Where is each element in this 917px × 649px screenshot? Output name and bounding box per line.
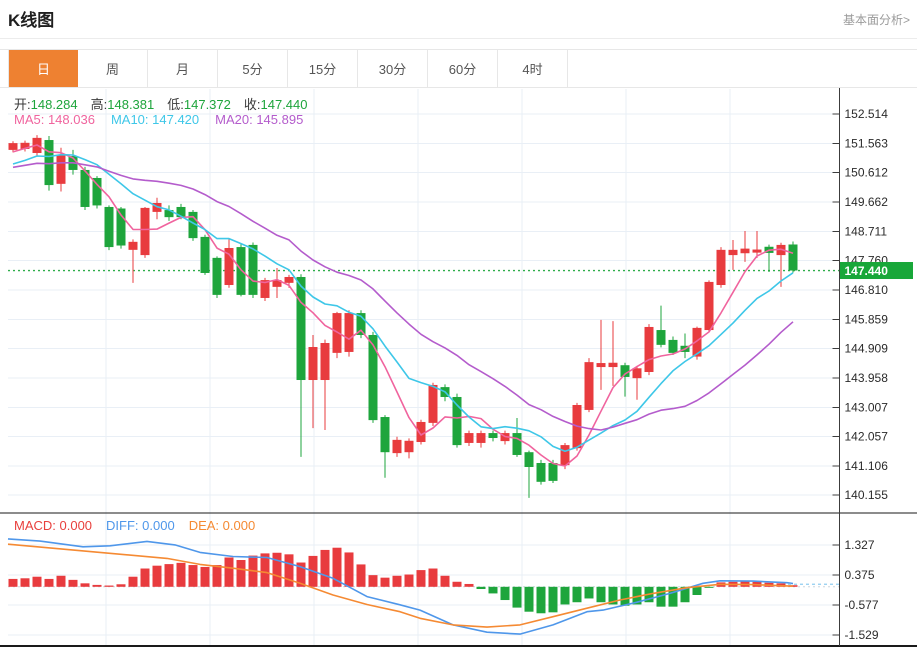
svg-text:149.662: 149.662 — [845, 195, 889, 209]
tab-4时[interactable]: 4时 — [498, 50, 568, 87]
svg-text:145.859: 145.859 — [845, 312, 889, 326]
ohlc-low-value: 147.372 — [183, 97, 231, 112]
ma10-line — [12, 153, 794, 453]
ohlc-legend: 开:148.284 高:148.381 低:147.372 收:147.440 — [14, 94, 321, 113]
dea-line — [7, 543, 794, 628]
svg-text:143.007: 143.007 — [845, 400, 889, 414]
ohlc-low-label: 低: — [167, 97, 184, 112]
svg-text:146.810: 146.810 — [845, 283, 889, 297]
ma-legend: MA5: 148.036 MA10: 147.420 MA20: 145.895 — [14, 112, 319, 127]
header-divider — [0, 38, 917, 39]
period-tabs: 日周月 5分 15分 30分 60分 4时 — [0, 49, 917, 88]
svg-text:1.327: 1.327 — [845, 538, 875, 552]
tab-30分[interactable]: 30分 — [358, 50, 428, 87]
tab-月[interactable]: 月 — [148, 50, 218, 87]
svg-text:-0.577: -0.577 — [845, 598, 879, 612]
svg-text:152.514: 152.514 — [845, 107, 889, 121]
grid-lines — [8, 89, 840, 645]
ma20-line — [12, 162, 794, 431]
current-price-value: 147.440 — [845, 264, 889, 278]
diff-legend: DIFF: 0.000 — [106, 518, 175, 533]
ohlc-high-value: 148.381 — [107, 97, 155, 112]
current-price-tag: 147.440 — [840, 262, 913, 280]
tab-周[interactable]: 周 — [78, 50, 148, 87]
page-title: K线图 — [8, 11, 55, 30]
dea-legend: DEA: 0.000 — [188, 518, 256, 533]
svg-text:142.057: 142.057 — [845, 430, 889, 444]
price-axis-labels: 152.514151.563150.612149.662148.711147.7… — [832, 107, 889, 642]
svg-text:-1.529: -1.529 — [845, 628, 879, 642]
ma10-legend: MA10: 147.420 — [110, 112, 200, 127]
svg-text:140.155: 140.155 — [845, 488, 889, 502]
fundamental-analysis-link[interactable]: 基本面分析> — [842, 13, 910, 27]
tab-日[interactable]: 日 — [8, 50, 78, 87]
ohlc-close-label: 收: — [243, 97, 261, 112]
ohlc-high-label: 高: — [90, 97, 108, 112]
svg-text:143.958: 143.958 — [845, 371, 889, 385]
tab-15分[interactable]: 15分 — [288, 50, 358, 87]
svg-text:0.375: 0.375 — [845, 568, 875, 582]
macd-legend: MACD: 0.000 DIFF: 0.000 DEA: 0.000 — [14, 518, 269, 533]
ma5-line — [12, 144, 794, 467]
svg-text:144.909: 144.909 — [845, 342, 889, 356]
ohlc-open-label: 开: — [14, 97, 31, 112]
svg-text:141.106: 141.106 — [845, 459, 889, 473]
macd-histogram — [8, 547, 798, 614]
ohlc-close-value: 147.440 — [260, 97, 308, 112]
ma20-legend: MA20: 145.895 — [215, 112, 304, 127]
macd-legend: MACD: 0.000 — [14, 518, 93, 533]
ohlc-open-value: 148.284 — [30, 97, 78, 112]
svg-text:150.612: 150.612 — [845, 166, 889, 180]
svg-text:151.563: 151.563 — [845, 136, 889, 150]
tab-60分[interactable]: 60分 — [428, 50, 498, 87]
tab-5分[interactable]: 5分 — [218, 50, 288, 87]
svg-text:148.711: 148.711 — [845, 224, 888, 238]
ma5-legend: MA5: 148.036 — [14, 112, 95, 127]
